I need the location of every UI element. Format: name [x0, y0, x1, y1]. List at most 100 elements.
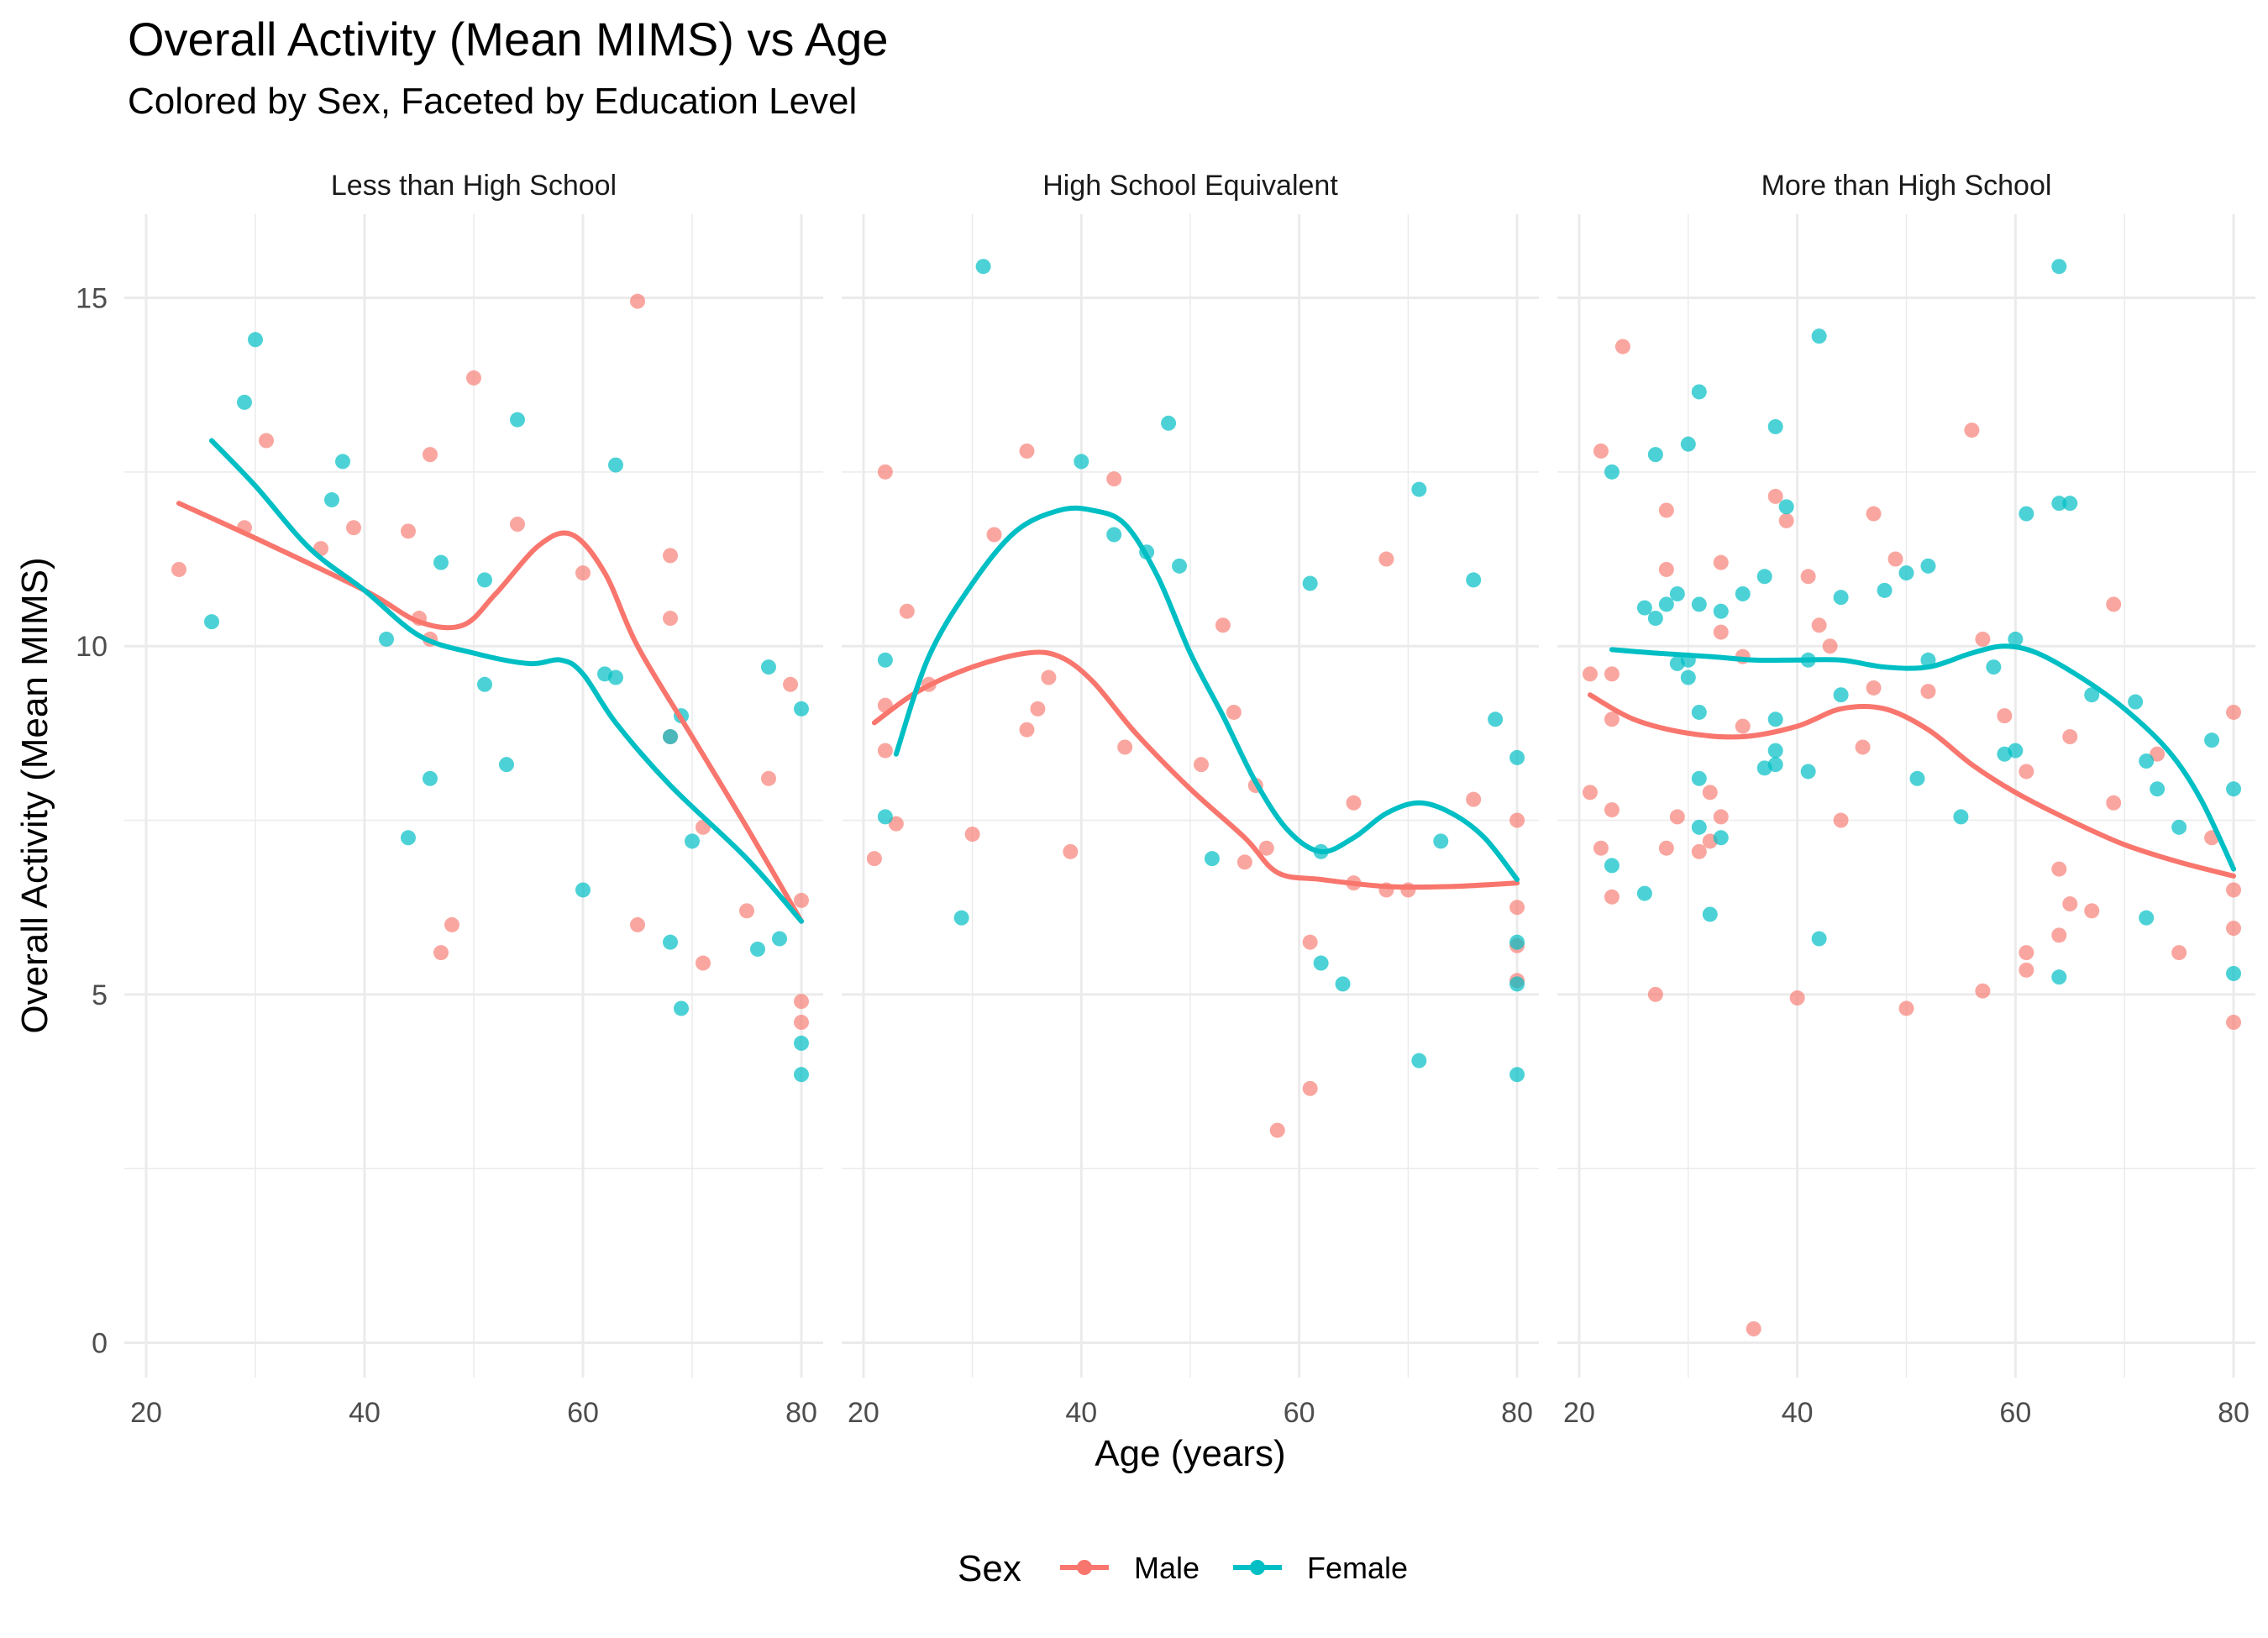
data-point-male: [1346, 795, 1362, 811]
data-point-female: [2062, 496, 2078, 512]
data-point-female: [1920, 558, 1936, 574]
data-point-male: [2226, 882, 2242, 898]
x-tick-label: 80: [1501, 1397, 1533, 1429]
data-point-female: [1161, 415, 1177, 431]
data-point-male: [423, 447, 438, 463]
data-point-male: [1789, 990, 1805, 1006]
data-point-male: [2062, 729, 2078, 745]
data-point-male: [575, 565, 591, 581]
data-point-female: [1658, 596, 1674, 612]
data-point-male: [1658, 561, 1674, 577]
data-point-female: [1767, 757, 1783, 773]
x-tick-label: 20: [130, 1397, 162, 1429]
data-point-male: [866, 851, 882, 867]
data-point-male: [1964, 423, 1980, 438]
data-point-female: [794, 1035, 809, 1051]
data-point-female: [1669, 585, 1685, 601]
data-point-male: [739, 903, 754, 919]
data-point-female: [1509, 749, 1525, 765]
data-point-female: [953, 910, 969, 926]
data-point-female: [2084, 687, 2100, 703]
data-point-female: [685, 833, 700, 849]
facet-label: High School Equivalent: [1042, 170, 1338, 202]
data-point-male: [794, 1015, 809, 1031]
data-point-female: [248, 332, 263, 348]
smooth-line-female: [893, 505, 1520, 883]
data-point-male: [1030, 701, 1046, 717]
data-point-male: [2150, 746, 2166, 762]
data-point-female: [2150, 781, 2166, 797]
data-point-male: [2106, 795, 2122, 811]
x-tick-label: 20: [1563, 1397, 1595, 1429]
data-point-female: [1691, 819, 1707, 835]
data-point-male: [1258, 840, 1274, 856]
data-point-male: [1236, 854, 1252, 870]
data-point-female: [379, 631, 394, 647]
data-point-female: [877, 809, 893, 825]
data-point-female: [2051, 496, 2067, 512]
legend-key-point-male: [1077, 1560, 1092, 1575]
data-point-female: [794, 701, 809, 717]
data-point-female: [1313, 955, 1329, 971]
data-point-female: [2051, 259, 2067, 275]
data-point-male: [1019, 443, 1035, 459]
data-point-female: [1680, 436, 1696, 452]
data-point-male: [1302, 1080, 1318, 1096]
data-point-female: [237, 394, 252, 410]
data-point-male: [2226, 1015, 2242, 1031]
data-point-female: [2008, 631, 2024, 647]
data-point-female: [1488, 711, 1504, 727]
data-point-male: [259, 433, 274, 449]
data-point-male: [1767, 488, 1783, 504]
data-point-female: [477, 572, 492, 588]
data-point-female: [1767, 418, 1783, 434]
data-point-female: [1756, 569, 1772, 585]
legend-label-male: Male: [1134, 1551, 1200, 1585]
data-point-female: [2051, 969, 2067, 985]
data-point-male: [2171, 945, 2187, 961]
data-point-female: [1466, 572, 1482, 588]
data-point-female: [663, 934, 678, 950]
data-point-female: [2204, 732, 2220, 748]
data-point-male: [1866, 506, 1882, 522]
data-point-female: [1636, 885, 1652, 901]
data-point-female: [794, 1067, 809, 1083]
data-point-male: [696, 955, 711, 971]
data-point-male: [1582, 666, 1598, 682]
data-point-female: [772, 931, 787, 947]
data-point-male: [1746, 1320, 1761, 1336]
data-point-male: [1658, 840, 1674, 856]
data-point-male: [1063, 843, 1079, 859]
data-point-female: [1713, 603, 1729, 619]
data-point-male: [986, 527, 1002, 543]
data-point-male: [1647, 986, 1663, 1002]
data-point-male: [761, 770, 776, 786]
data-point-female: [401, 830, 416, 846]
data-point-male: [1604, 889, 1620, 905]
data-point-male: [401, 523, 416, 539]
data-point-female: [1811, 931, 1827, 947]
data-point-male: [1604, 711, 1620, 727]
data-point-male: [1604, 666, 1620, 682]
data-point-female: [1691, 704, 1707, 720]
data-point-male: [1778, 512, 1794, 528]
data-point-female: [1953, 809, 1969, 825]
data-point-male: [2226, 704, 2242, 720]
data-point-male: [1866, 680, 1882, 696]
data-point-male: [663, 548, 678, 564]
data-point-male: [2019, 764, 2034, 780]
data-point-female: [2226, 965, 2242, 981]
data-point-male: [1269, 1122, 1285, 1138]
data-point-female: [1811, 328, 1827, 344]
data-point-female: [1986, 659, 2002, 675]
x-tick-label: 40: [1782, 1397, 1814, 1429]
data-point-female: [877, 652, 893, 668]
legend-label-female: Female: [1307, 1551, 1408, 1585]
data-point-male: [630, 916, 645, 932]
data-point-female: [1767, 743, 1783, 759]
data-point-male: [794, 892, 809, 908]
data-point-female: [761, 659, 776, 675]
data-point-male: [2226, 921, 2242, 937]
data-point-male: [877, 743, 893, 759]
